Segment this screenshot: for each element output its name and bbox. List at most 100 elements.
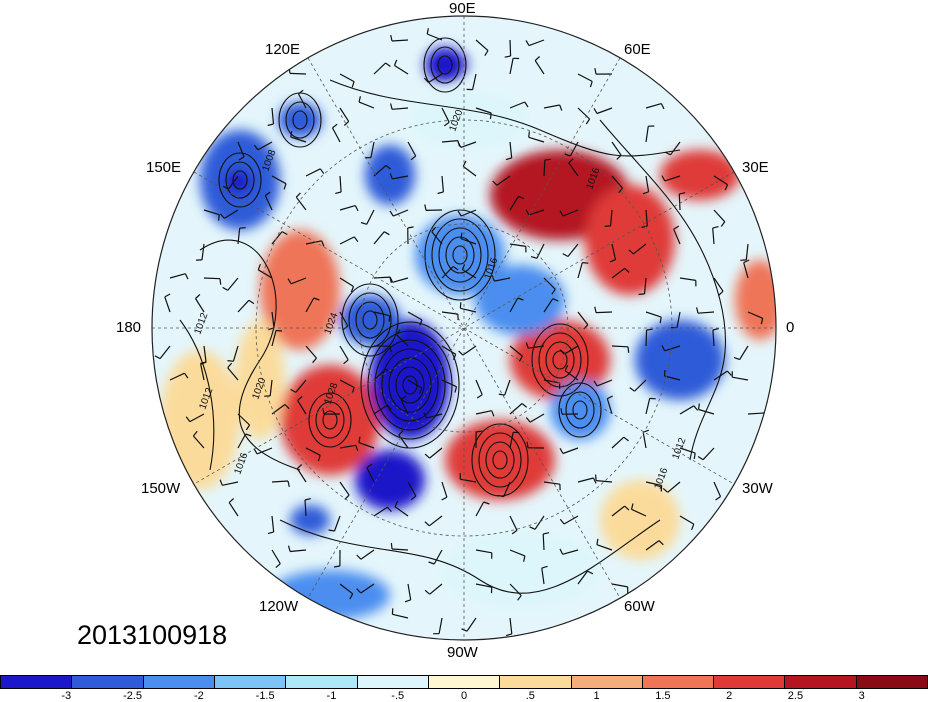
wind-barb <box>394 64 409 75</box>
wind-barb-flag <box>627 346 630 353</box>
wind-barb-flag <box>630 503 634 510</box>
anomaly-patch <box>235 320 285 440</box>
wind-barb-flag <box>288 67 291 74</box>
wind-barb <box>290 277 307 285</box>
wind-barb <box>339 205 356 211</box>
contour-line <box>545 341 575 379</box>
wind-barb-flag <box>184 273 189 280</box>
wind-barb <box>606 398 613 415</box>
wind-barb-flag <box>343 359 349 365</box>
wind-barb-flag <box>275 563 281 569</box>
contour-line <box>362 310 378 330</box>
wind-barb <box>370 141 375 158</box>
contour-line <box>381 348 439 422</box>
wind-barb <box>494 277 511 282</box>
wind-barb-flag <box>295 192 301 198</box>
wind-barb-flag <box>281 231 288 236</box>
wind-barb-flag <box>664 151 671 156</box>
wind-barb-flag <box>530 256 538 259</box>
wind-barb <box>543 277 556 290</box>
wind-barb-flag <box>219 479 223 486</box>
wind-barb-flag <box>428 561 435 565</box>
contour-line <box>225 161 255 199</box>
wind-barb-flag <box>441 496 448 501</box>
colorbar-cell <box>72 675 144 689</box>
wind-barb-flag <box>638 293 645 295</box>
wind-barb <box>543 104 560 109</box>
wind-barb <box>462 165 477 177</box>
wind-barb <box>633 243 647 255</box>
contour-line <box>478 432 522 488</box>
wind-barb <box>164 296 171 313</box>
wind-barb-flag <box>383 231 390 236</box>
colorbar-cell <box>785 675 857 689</box>
wind-barb-flag <box>525 342 529 349</box>
wind-barb <box>305 297 315 313</box>
colorbar-tick-label: .5 <box>525 690 535 702</box>
wind-barb-flag <box>559 518 565 525</box>
wind-barb <box>192 435 205 449</box>
wind-barb-flag <box>410 495 417 501</box>
wind-barb-flag <box>407 226 414 229</box>
wind-barb-flag <box>585 118 591 125</box>
wind-barb-flag <box>353 236 359 243</box>
wind-barb <box>339 481 350 496</box>
wind-barb-flag <box>541 565 548 569</box>
wind-barb <box>642 432 647 449</box>
wind-barb <box>339 379 355 389</box>
wind-barb <box>562 447 579 455</box>
anomaly-patch <box>600 480 680 560</box>
wind-barb <box>509 141 513 158</box>
wind-barb <box>679 447 696 454</box>
wind-barb-flag <box>564 364 569 371</box>
wind-barb <box>643 277 647 294</box>
contour-line <box>452 245 468 265</box>
wind-barb <box>331 127 341 143</box>
wind-barb-flag <box>743 259 750 264</box>
wind-barb-flag <box>587 570 594 575</box>
contour-line <box>341 283 399 357</box>
wind-barb <box>396 334 409 347</box>
wind-barb <box>441 175 444 192</box>
wind-barb-flag <box>264 191 271 196</box>
wind-barb <box>509 583 522 596</box>
anomaly-patch <box>290 505 330 535</box>
wind-barb <box>611 345 629 348</box>
wind-barb <box>460 478 477 483</box>
wind-barb <box>563 345 579 355</box>
wind-barb-flag <box>646 328 653 331</box>
wind-barb-flag <box>424 204 427 211</box>
wind-barb <box>697 311 715 314</box>
wind-barb <box>392 175 409 180</box>
wind-barb <box>596 544 613 551</box>
contour-line <box>431 218 489 292</box>
wind-barb <box>595 311 613 314</box>
wind-barb-flag <box>596 538 599 545</box>
wind-barb <box>645 311 662 318</box>
wind-barb-flag <box>461 263 466 270</box>
wind-barb-flag <box>154 355 161 360</box>
wind-barb-flag <box>483 501 490 505</box>
wind-barb-flag <box>564 153 571 157</box>
colorbar-cell <box>428 675 501 689</box>
wind-barb-flag <box>319 168 325 175</box>
wind-barb-flag <box>385 164 391 170</box>
wind-barb-flag <box>393 59 398 66</box>
wind-barb-flag <box>712 328 719 331</box>
wind-barb <box>543 298 554 313</box>
wind-barb-flag <box>518 355 523 362</box>
wind-barb <box>673 229 681 245</box>
wind-barb-flag <box>505 633 512 637</box>
wind-barb-flag <box>679 192 686 195</box>
contour-line <box>445 236 475 274</box>
wind-barb-flag <box>385 368 391 374</box>
wind-barb-flag <box>360 221 367 225</box>
wind-barb <box>664 345 681 352</box>
wind-barb <box>366 209 375 225</box>
wind-barb <box>257 269 273 279</box>
wind-barb <box>373 368 387 381</box>
wind-barb-flag <box>629 387 635 392</box>
wind-barb <box>543 159 546 177</box>
colorbar <box>0 675 928 689</box>
wind-barb-flag <box>366 463 373 469</box>
